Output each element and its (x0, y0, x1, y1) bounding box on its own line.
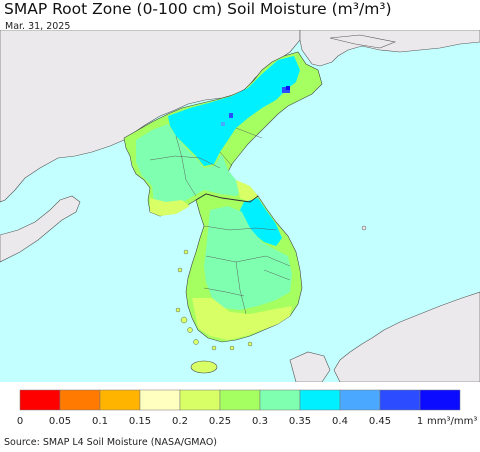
nk-dry-zone (150, 198, 190, 216)
legend-tick-label: 0.2 (172, 416, 188, 427)
legend-tick-label: 0.15 (129, 416, 151, 427)
dmz-border (195, 193, 259, 203)
kyushu-island (289, 351, 331, 382)
legend-tick-label: 0.45 (369, 416, 391, 427)
legend-tick-label: 0.4 (332, 416, 348, 427)
nk-east-dry (236, 180, 258, 202)
legend-bin (179, 389, 221, 411)
map-date: Mar. 31, 2025 (5, 21, 71, 32)
ulleung-island (361, 225, 367, 231)
sw-islands (175, 249, 253, 351)
legend-tick-label: 0.1 (92, 416, 108, 427)
legend-tick-label: 0.35 (289, 416, 311, 427)
legend-tick-label: 0 (17, 416, 23, 427)
nk-mid-zone (136, 124, 248, 212)
legend-tick-label: 0.3 (252, 416, 268, 427)
legend-bin (379, 389, 421, 411)
nk-moist-zone (168, 56, 300, 166)
legend-bin (19, 389, 61, 411)
legend-bin (259, 389, 301, 411)
legend-tick-label: 0.05 (49, 416, 71, 427)
legend-bin (419, 389, 461, 411)
legend-tick-label: 0.25 (209, 416, 231, 427)
legend-bin (99, 389, 141, 411)
wet-pixel (229, 113, 233, 118)
legend-bin (139, 389, 181, 411)
legend-tick-label: 1 (417, 416, 423, 427)
legend-bin (59, 389, 101, 411)
shandong-peninsula (0, 195, 81, 263)
legend-unit: mm³/mm³ (427, 416, 477, 427)
legend-bin (219, 389, 261, 411)
map-title: SMAP Root Zone (0-100 cm) Soil Moisture … (4, 0, 392, 18)
data-source: Source: SMAP L4 Soil Moisture (NASA/GMAO… (4, 437, 218, 448)
soil-moisture-map (0, 30, 480, 382)
jeju-island (190, 360, 218, 374)
sk-mid-zone (204, 206, 292, 310)
legend-bin (339, 389, 381, 411)
wet-pixel (221, 122, 225, 126)
color-legend: 0 0.05 0.1 0.15 0.2 0.25 0.3 0.35 0.4 0.45 1 mm³/mm… (17, 389, 477, 427)
wet-pixel (286, 86, 290, 90)
province-borders (149, 127, 291, 315)
sk-moist-zone (240, 198, 282, 246)
sk-south-dry (192, 298, 292, 340)
legend-bin (299, 389, 341, 411)
japan-land (333, 291, 480, 382)
russia-coast-island (329, 34, 397, 49)
